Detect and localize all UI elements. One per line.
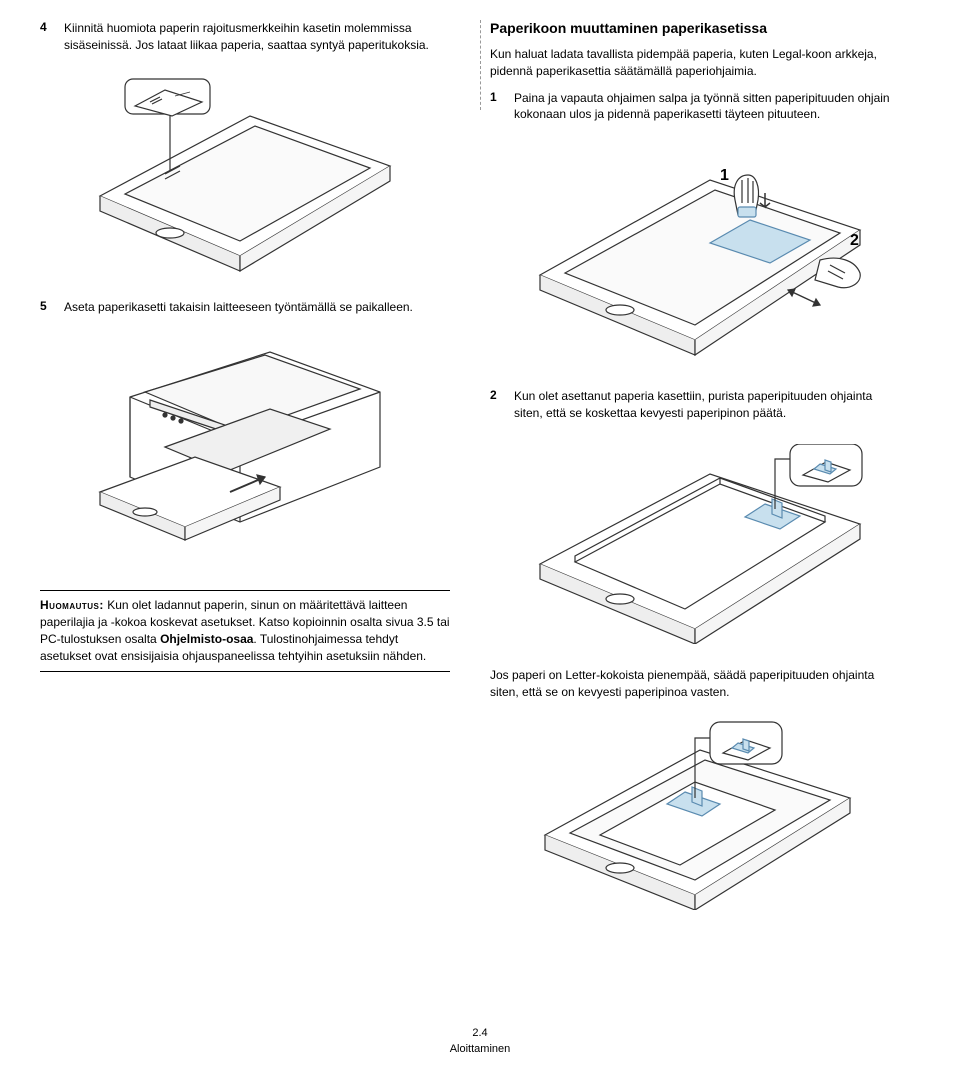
- tray-small-paper-illustration: [520, 720, 880, 910]
- circle-1: 1: [720, 167, 729, 184]
- right-step-1-text: Paina ja vapauta ohjaimen salpa ja työnn…: [514, 90, 900, 124]
- right-step-1-number: 1: [490, 90, 514, 124]
- tray-hands-illustration: 1 2: [520, 145, 880, 365]
- right-end-text: Jos paperi on Letter-kokoista pienempää,…: [490, 667, 900, 701]
- tray-illustration-1: [70, 76, 410, 276]
- right-intro: Kun haluat ladata tavallista pidempää pa…: [490, 46, 900, 80]
- page-number: 2.4: [0, 1026, 960, 1041]
- page-footer: 2.4 Aloittaminen: [0, 1026, 960, 1057]
- tray-paper-illustration: [520, 444, 880, 644]
- note-box: Huomautus: Kun olet ladannut paperin, si…: [40, 590, 450, 671]
- step-5-text: Aseta paperikasetti takaisin laitteeseen…: [64, 299, 450, 316]
- right-step-2-number: 2: [490, 388, 514, 422]
- step-5: 5 Aseta paperikasetti takaisin laitteese…: [40, 299, 450, 316]
- right-step-2-text: Kun olet asettanut paperia kasettiin, pu…: [514, 388, 900, 422]
- step-4-text: Kiinnitä huomiota paperin rajoitusmerkke…: [64, 20, 450, 54]
- page-section: Aloittaminen: [0, 1042, 960, 1057]
- printer-illustration: [70, 337, 410, 547]
- step-4-number: 4: [40, 20, 64, 54]
- note-bold: Ohjelmisto-osaa: [160, 632, 253, 646]
- right-step-2: 2 Kun olet asettanut paperia kasettiin, …: [490, 388, 900, 422]
- note-label: Huomautus:: [40, 598, 104, 612]
- step-5-number: 5: [40, 299, 64, 316]
- right-heading: Paperikoon muuttaminen paperikasetissa: [490, 20, 900, 36]
- circle-2: 2: [850, 232, 859, 249]
- step-4: 4 Kiinnitä huomiota paperin rajoitusmerk…: [40, 20, 450, 54]
- right-step-1: 1 Paina ja vapauta ohjaimen salpa ja työ…: [490, 90, 900, 124]
